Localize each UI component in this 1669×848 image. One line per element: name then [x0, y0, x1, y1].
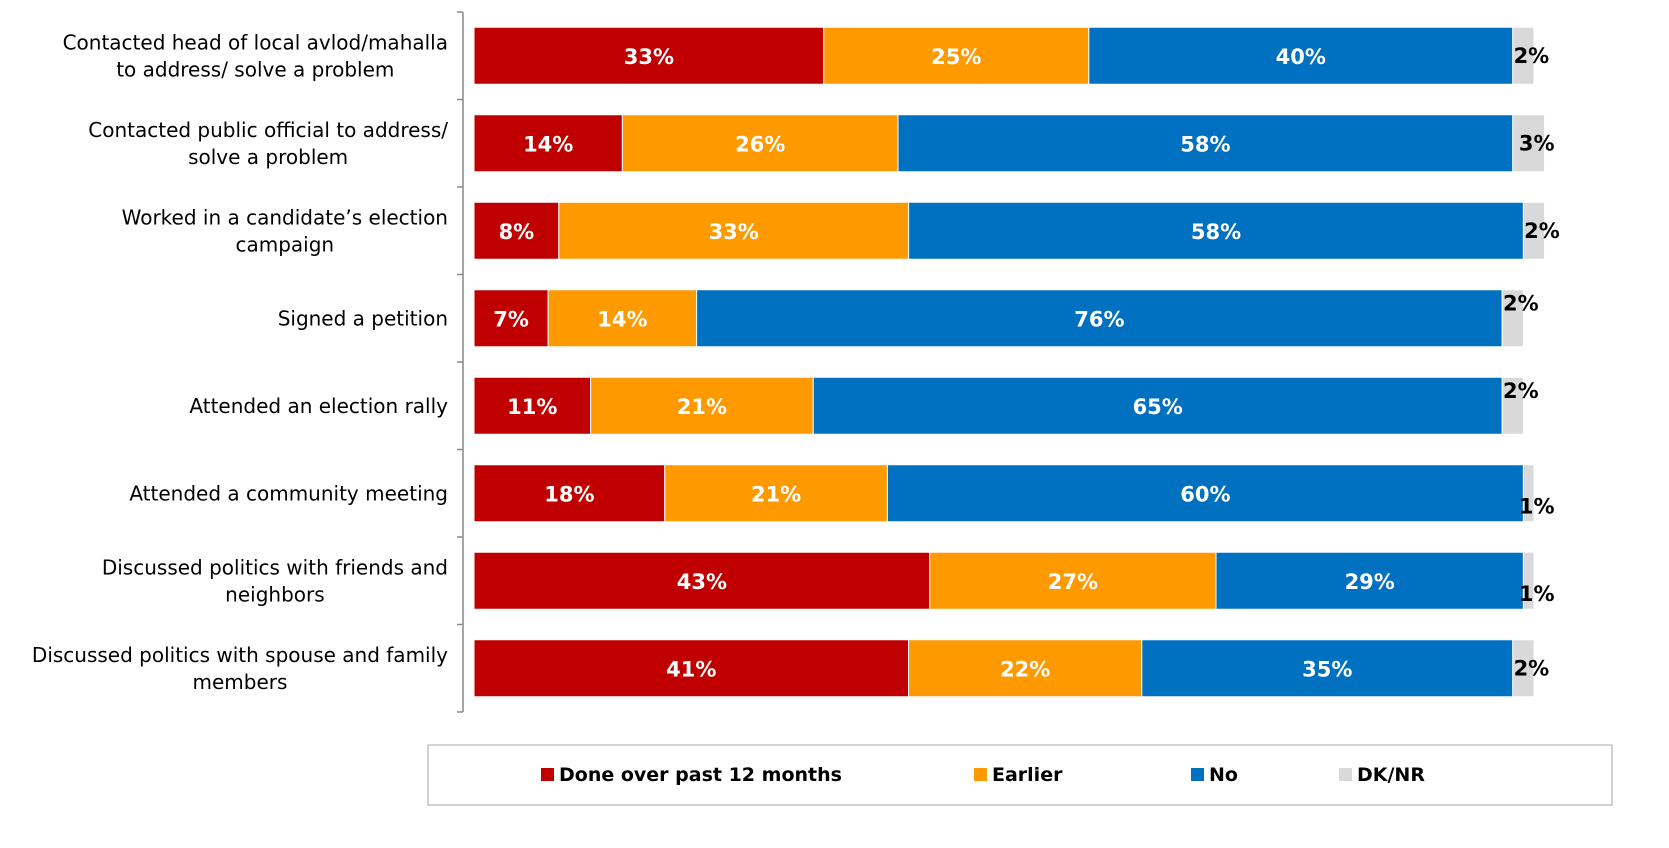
legend-label: No	[1209, 764, 1238, 786]
data-label: 2%	[1503, 379, 1539, 403]
data-label: 22%	[1000, 657, 1050, 681]
data-label: 33%	[624, 45, 674, 69]
legend-label: Earlier	[992, 764, 1063, 786]
data-label: 1%	[1519, 582, 1555, 606]
bar-segment	[696, 289, 1503, 348]
bar-segment	[473, 114, 623, 173]
bar-segment	[473, 289, 549, 348]
category-label: Discussed politics with spouse and famil…	[32, 643, 448, 694]
data-label: 2%	[1524, 219, 1560, 243]
bar-segment	[886, 464, 1524, 523]
bar-segment	[1512, 639, 1535, 698]
data-label: 14%	[523, 132, 573, 156]
category-label: Contacted public official to address/sol…	[88, 118, 448, 169]
data-label: 1%	[1519, 494, 1555, 518]
data-label: 35%	[1302, 657, 1352, 681]
data-label: 29%	[1345, 570, 1395, 594]
bar-segment	[929, 551, 1217, 610]
bar-segment	[621, 114, 899, 173]
bar-segment	[1501, 289, 1524, 348]
category-label-line: members	[193, 670, 288, 694]
category-label-line: Signed a petition	[278, 306, 448, 330]
category-label-line: Discussed politics with friends and	[102, 555, 448, 579]
bar-segment	[908, 201, 1524, 260]
y-axis	[457, 11, 464, 713]
bar-segment	[1501, 376, 1524, 435]
bar-segment	[1522, 201, 1546, 260]
bar-segment	[1215, 551, 1524, 610]
data-label: 40%	[1276, 45, 1326, 69]
data-label: 2%	[1503, 291, 1539, 315]
data-label: 2%	[1514, 44, 1550, 68]
bar-segment	[1522, 464, 1535, 523]
category-label: Signed a petition	[278, 306, 448, 330]
category-label-line: Attended a community meeting	[129, 481, 448, 505]
category-label-line: campaign	[235, 232, 334, 256]
bar-segment	[590, 376, 814, 435]
legend-swatch	[1339, 768, 1352, 781]
data-label: 58%	[1180, 132, 1230, 156]
legend-swatch	[974, 768, 987, 781]
data-label: 21%	[677, 395, 727, 419]
legend: Done over past 12 months Earlier No DK/NR	[427, 744, 1613, 806]
bar-segment	[1088, 26, 1514, 85]
bar-segment	[897, 114, 1514, 173]
data-label: 26%	[735, 132, 785, 156]
data-label: 3%	[1519, 131, 1555, 155]
bar-segment	[473, 639, 910, 698]
data-label: 8%	[499, 220, 535, 244]
data-label: 11%	[507, 395, 557, 419]
bar-segment	[547, 289, 698, 348]
legend-label: Done over past 12 months	[559, 764, 842, 786]
data-label: 18%	[544, 482, 594, 506]
bar-segment	[1141, 639, 1514, 698]
category-label-line: Attended an election rally	[189, 394, 448, 418]
legend-swatch	[541, 768, 554, 781]
data-label: 58%	[1191, 220, 1241, 244]
category-label: Contacted head of local avlod/mahalla to …	[63, 30, 448, 81]
bar-segment	[473, 376, 592, 435]
category-label: Attended an election rally	[189, 394, 448, 418]
category-label-line: Contacted head of local avlod/mahalla	[63, 30, 448, 54]
bar-segment	[1512, 26, 1535, 85]
category-label: Attended a community meeting	[129, 481, 448, 505]
category-label-line: Worked in a candidate’s election	[122, 205, 448, 229]
category-labels: Contacted head of local avlod/mahalla to …	[32, 30, 448, 694]
bar-segment	[908, 639, 1143, 698]
data-labels: 33% 25% 40% 2% 14% 26% 58% 3% 8% 33% 58% 2% 7% 14% 76%…	[493, 44, 1560, 682]
category-label-line: Discussed politics with spouse and famil…	[32, 643, 448, 667]
bar-segment	[1512, 114, 1546, 173]
data-label: 25%	[931, 45, 981, 69]
legend-box	[427, 744, 1613, 806]
data-label: 7%	[493, 307, 529, 331]
bars	[473, 26, 1546, 698]
data-label: 76%	[1074, 307, 1124, 331]
data-label: 43%	[677, 570, 727, 594]
data-label: 33%	[709, 220, 759, 244]
bar-segment	[1522, 551, 1535, 610]
legend-label: DK/NR	[1357, 764, 1425, 786]
data-label: 27%	[1048, 570, 1098, 594]
bar-segment	[823, 26, 1090, 85]
bar-segment	[664, 464, 888, 523]
data-label: 65%	[1133, 395, 1183, 419]
category-label: Worked in a candidate’s election campaign	[122, 205, 448, 256]
data-label: 41%	[666, 657, 716, 681]
category-label-line: Contacted public official to address/	[88, 118, 448, 142]
legend-swatch	[1191, 768, 1204, 781]
data-label: 60%	[1180, 482, 1230, 506]
data-label: 14%	[597, 307, 647, 331]
bar-segment	[558, 201, 910, 260]
category-label-line: neighbors	[225, 582, 324, 606]
data-label: 21%	[751, 482, 801, 506]
category-label: Discussed politics with friends and neigh…	[102, 555, 448, 606]
data-label: 2%	[1514, 656, 1550, 680]
category-label-line: to address/ solve a problem	[116, 57, 394, 81]
category-label-line: solve a problem	[188, 145, 348, 169]
